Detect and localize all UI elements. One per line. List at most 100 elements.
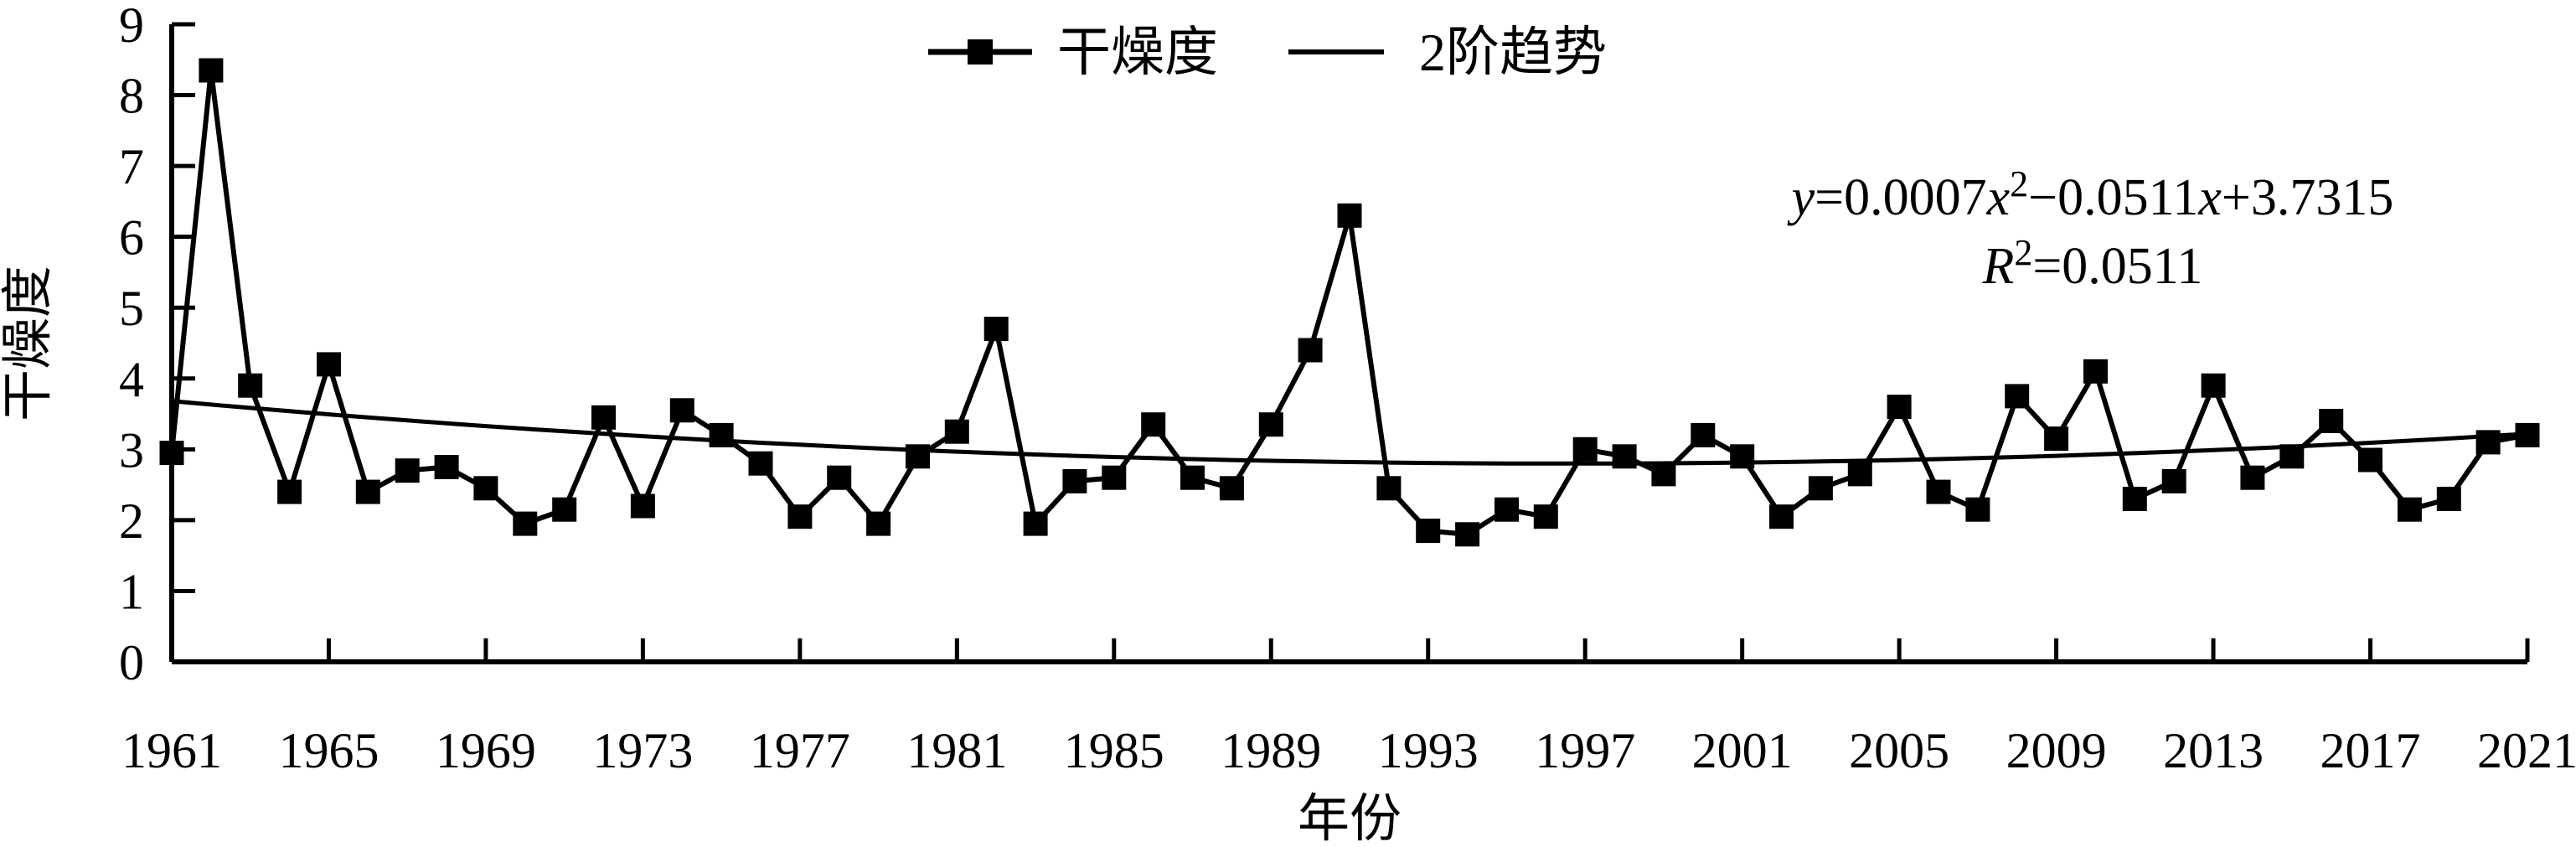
- data-point-marker: [1965, 497, 1990, 522]
- x-tick-label: 1965: [278, 723, 379, 778]
- data-point-marker: [159, 441, 184, 466]
- data-point-marker: [1926, 479, 1951, 504]
- data-point-marker: [473, 476, 498, 501]
- data-point-marker: [1651, 462, 1676, 487]
- y-tick-label: 8: [119, 69, 144, 124]
- data-point-marker: [2005, 384, 2030, 409]
- x-tick-label: 2013: [2163, 723, 2264, 778]
- data-point-marker: [1847, 462, 1872, 487]
- data-point-marker: [1416, 519, 1441, 544]
- data-point-marker: [1730, 444, 1755, 469]
- data-point-marker: [709, 422, 734, 447]
- data-point-marker: [1494, 497, 1519, 522]
- data-point-marker: [748, 451, 773, 476]
- x-tick-label: 1989: [1221, 723, 1321, 778]
- x-tick-label: 1981: [906, 723, 1007, 778]
- data-point-marker: [552, 497, 577, 522]
- data-point-marker: [983, 317, 1009, 342]
- data-point-marker: [591, 405, 616, 430]
- data-point-marker: [2358, 447, 2382, 473]
- y-tick-label: 5: [119, 281, 144, 336]
- x-tick-label: 2021: [2477, 723, 2576, 778]
- legend-label-dryness: 干燥度: [1057, 23, 1218, 82]
- x-tick-label: 2017: [2320, 723, 2421, 778]
- data-point-marker: [2044, 426, 2069, 452]
- data-point-marker: [2240, 465, 2265, 490]
- y-tick-label: 7: [119, 139, 144, 194]
- data-point-marker: [2083, 359, 2108, 384]
- x-tick-label: 1961: [121, 723, 222, 778]
- data-point-marker: [199, 58, 224, 83]
- x-tick-label: 1997: [1535, 723, 1635, 778]
- x-axis-title: 年份: [1298, 791, 1402, 847]
- y-tick-label: 2: [119, 493, 144, 549]
- data-point-marker: [2436, 487, 2461, 511]
- data-point-marker: [1180, 465, 1205, 490]
- data-point-marker: [1023, 511, 1048, 536]
- data-point-marker: [944, 419, 969, 444]
- data-point-marker: [2515, 422, 2540, 447]
- y-axis-title: 干燥度: [0, 266, 57, 421]
- data-point-marker: [1533, 504, 1558, 529]
- data-point-marker: [1102, 465, 1127, 490]
- data-point-marker: [1062, 468, 1087, 493]
- legend: 干燥度 2阶趋势: [928, 23, 1607, 82]
- data-point-marker: [434, 455, 459, 479]
- data-point-marker: [2475, 430, 2501, 455]
- data-point-marker: [355, 479, 380, 504]
- data-point-marker: [2201, 373, 2226, 398]
- data-point-marker: [1691, 422, 1716, 447]
- data-point-marker: [1455, 522, 1480, 547]
- data-point-marker: [1808, 476, 1833, 501]
- data-point-marker: [669, 398, 694, 423]
- data-point-marker: [1572, 436, 1598, 462]
- x-tick-label: 2001: [1692, 723, 1793, 778]
- y-tick-label: 6: [119, 210, 144, 266]
- y-tick-label: 3: [119, 422, 144, 478]
- data-point-marker: [1337, 203, 1362, 228]
- data-point-marker: [906, 444, 930, 469]
- trend-line: [171, 399, 2528, 466]
- data-point-marker: [238, 373, 263, 398]
- data-point-marker: [1376, 476, 1402, 501]
- data-point-marker: [1887, 395, 1912, 420]
- data-point-marker: [317, 352, 341, 377]
- equation-line1: y=0.0007x2−0.0511x+3.7315: [1787, 163, 2394, 226]
- data-point-marker: [630, 493, 655, 519]
- data-point-marker: [1258, 412, 1283, 437]
- x-tick-label: 1977: [750, 723, 850, 778]
- equation-line2: R2=0.0511: [1981, 232, 2202, 295]
- y-tick-label: 9: [119, 0, 144, 53]
- plot-series: [159, 58, 2540, 547]
- data-point-marker: [1769, 504, 1794, 529]
- data-point-marker: [827, 465, 852, 490]
- x-tick-label: 2005: [1849, 723, 1949, 778]
- data-point-marker: [1298, 338, 1323, 363]
- data-point-marker: [2279, 444, 2305, 469]
- data-point-marker: [1612, 444, 1637, 469]
- x-tick-label: 2009: [2006, 723, 2107, 778]
- x-tick-label: 1969: [436, 723, 536, 778]
- x-tick-label: 1993: [1378, 723, 1479, 778]
- x-tick-label: 1973: [592, 723, 693, 778]
- dryness-line: [169, 70, 2528, 537]
- data-point-marker: [2319, 409, 2344, 433]
- data-point-marker: [866, 511, 891, 536]
- data-point-marker: [787, 504, 813, 529]
- x-tick-label: 1985: [1064, 723, 1164, 778]
- y-tick-label: 0: [119, 635, 144, 690]
- data-point-marker: [1141, 412, 1166, 437]
- data-point-marker: [395, 458, 420, 483]
- y-tick-label: 4: [119, 352, 144, 407]
- data-point-marker: [2397, 497, 2422, 522]
- data-point-marker: [513, 511, 538, 536]
- axes: 0 1 2 3 4 5 6 7 8 9 1961 1965 1969 1973 1977 1981 1985 19…: [119, 0, 2576, 778]
- legend-label-trend: 2阶趋势: [1419, 23, 1607, 82]
- y-tick-label: 1: [119, 564, 144, 619]
- legend-symbol-dryness-marker: [968, 39, 993, 65]
- data-point-marker: [1219, 476, 1244, 501]
- data-point-marker: [2122, 487, 2147, 511]
- data-point-marker: [2161, 468, 2186, 493]
